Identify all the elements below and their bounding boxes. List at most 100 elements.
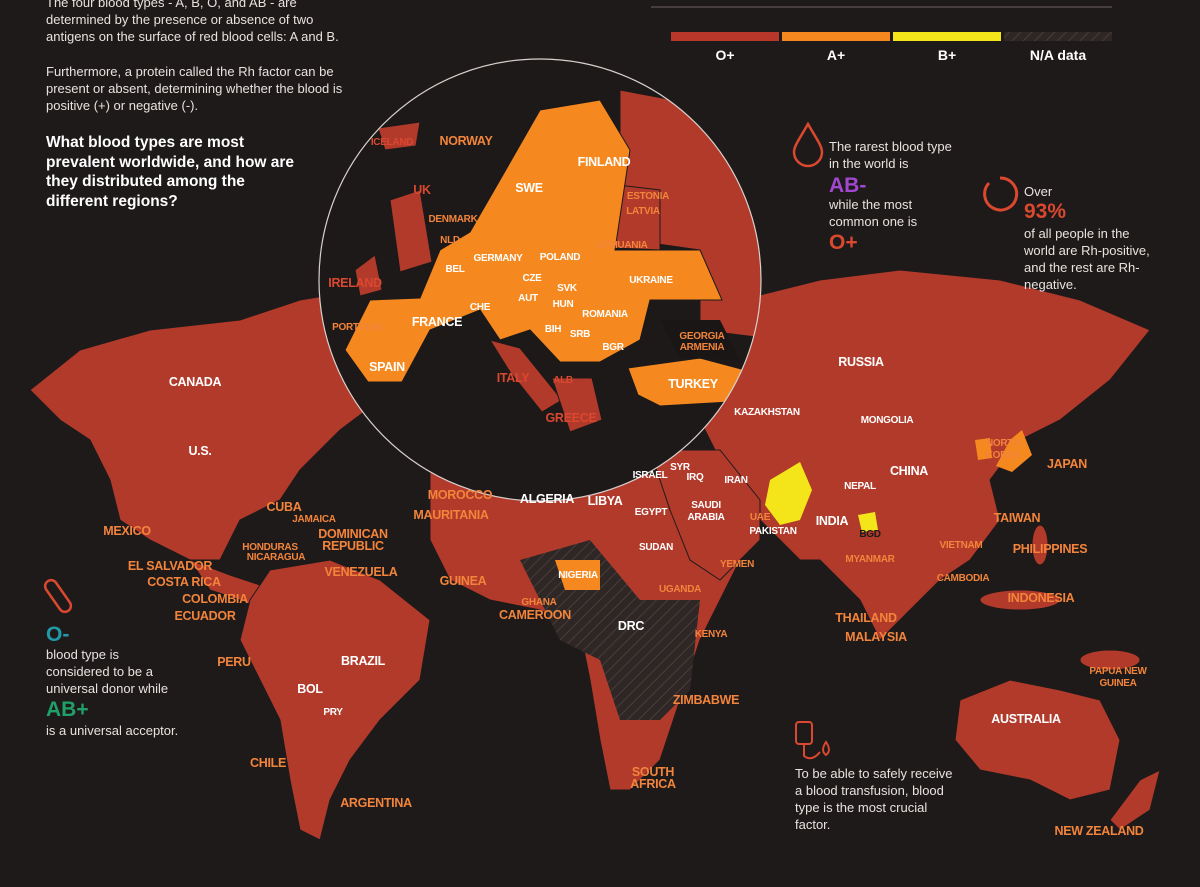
country-label: GHANA bbox=[521, 597, 557, 608]
asia bbox=[699, 269, 1151, 641]
country-label: PAKISTAN bbox=[749, 526, 797, 537]
north-america bbox=[29, 289, 421, 561]
indonesia bbox=[979, 589, 1061, 611]
country-label: CHE bbox=[469, 302, 491, 313]
callout-text: blood type is considered to be a univers… bbox=[46, 647, 169, 696]
legend-label: B+ bbox=[937, 47, 957, 63]
country-label: UK bbox=[413, 183, 431, 197]
country-label: YEMEN bbox=[719, 559, 755, 570]
caucasus bbox=[660, 320, 740, 360]
continents bbox=[29, 269, 1161, 841]
country-label: UKRAINE bbox=[629, 275, 673, 286]
country-label: GEORGIA bbox=[679, 331, 725, 342]
country-label: ALGERIA bbox=[519, 492, 575, 506]
country-label: IRAN bbox=[724, 475, 748, 486]
country-label: LITHUANIA bbox=[596, 240, 648, 251]
country-label: MEXICO bbox=[103, 524, 151, 538]
greece bbox=[551, 377, 603, 433]
country-label: ISRAEL bbox=[632, 470, 668, 481]
callout-highlight: AB- bbox=[829, 174, 867, 197]
middle-east bbox=[649, 449, 761, 581]
country-label: INDONESIA bbox=[1007, 591, 1075, 605]
country-label: NIGERIA bbox=[558, 570, 598, 581]
country-label: AUT bbox=[518, 293, 538, 304]
country-label: UAE bbox=[749, 512, 771, 523]
country-label: SRB bbox=[569, 329, 591, 340]
country-label: VIETNAM bbox=[939, 540, 983, 551]
country-label: MONGOLIA bbox=[860, 415, 914, 426]
country-label: GREECE bbox=[545, 411, 597, 425]
country-label: JAMAICA bbox=[292, 514, 336, 525]
callout-highlight: O+ bbox=[829, 231, 858, 254]
country-label: CAMEROON bbox=[499, 608, 571, 622]
country-label: LATVIA bbox=[626, 206, 660, 217]
country-label: MOROCCO bbox=[427, 488, 493, 502]
country-label: CZE bbox=[522, 273, 542, 284]
country-label: U.S. bbox=[188, 444, 212, 458]
country-label: NEPAL bbox=[844, 481, 876, 492]
callout-text: The rarest blood type in the world is bbox=[829, 139, 952, 171]
legend bbox=[671, 32, 1112, 41]
country-label: INDIA bbox=[815, 514, 849, 528]
country-label: PAPUA NEW GUINEA bbox=[1089, 666, 1147, 689]
country-label: FRANCE bbox=[411, 315, 463, 329]
country-label: IRQ bbox=[686, 472, 704, 483]
callout-text: Over bbox=[1024, 184, 1053, 199]
ring-icon bbox=[983, 176, 1019, 212]
legend-swatch bbox=[1004, 32, 1112, 41]
country-label: CUBA bbox=[266, 500, 302, 514]
ireland bbox=[354, 254, 383, 297]
country-label: BIH bbox=[544, 324, 562, 335]
country-label: NICARAGUA bbox=[246, 552, 306, 563]
legend-label: A+ bbox=[826, 47, 846, 63]
drop-icon bbox=[792, 121, 824, 168]
iceland bbox=[377, 121, 421, 151]
legend-swatch bbox=[671, 32, 779, 41]
country-label: DENMARK bbox=[428, 214, 478, 225]
country-label: SOUTH AFRICA bbox=[630, 765, 676, 791]
country-label: BGD bbox=[859, 529, 881, 540]
callout-text: is a universal acceptor. bbox=[46, 723, 179, 738]
country-label: POLAND bbox=[539, 252, 581, 263]
inset-border bbox=[318, 58, 762, 502]
callout-text: To be able to safely receive a blood tra… bbox=[795, 766, 953, 832]
country-label: UGANDA bbox=[658, 584, 702, 595]
europe bbox=[344, 99, 723, 383]
bag-icon bbox=[795, 721, 830, 760]
pakistan bbox=[765, 462, 812, 525]
country-label: IRELAND bbox=[328, 276, 382, 290]
legend-label: N/A data bbox=[1029, 47, 1087, 63]
country-label: NEW ZEALAND bbox=[1054, 824, 1144, 838]
country-label: SWE bbox=[515, 181, 543, 195]
country-label: NORTH KOREA bbox=[985, 438, 1021, 461]
country-label: SPAIN bbox=[369, 360, 405, 374]
country-label: ARGENTINA bbox=[340, 796, 412, 810]
country-label: BOL bbox=[297, 682, 323, 696]
country-label: DRC bbox=[617, 619, 645, 633]
country-label: ESTONIA bbox=[626, 191, 670, 202]
country-label: DOMINICAN REPUBLIC bbox=[318, 527, 388, 553]
country-label: RUSSIA bbox=[838, 355, 884, 369]
korea bbox=[975, 438, 992, 460]
italy bbox=[488, 339, 563, 413]
country-label: SUDAN bbox=[638, 542, 674, 553]
country-label: KAZAKHSTAN bbox=[734, 407, 800, 418]
europe-inset bbox=[319, 59, 761, 501]
country-label: SYR bbox=[670, 462, 690, 473]
legend-label: O+ bbox=[715, 47, 735, 63]
country-label: LIBYA bbox=[587, 494, 623, 508]
country-label: ECUADOR bbox=[174, 609, 236, 623]
country-label: TURKEY bbox=[668, 377, 718, 391]
country-label: TAIWAN bbox=[993, 511, 1041, 525]
country-label: ARMENIA bbox=[679, 342, 725, 353]
country-label: NLD bbox=[440, 235, 460, 246]
callout-highlight: O- bbox=[46, 623, 70, 646]
callout-text: of all people in the world are Rh-positi… bbox=[1024, 226, 1150, 292]
papua bbox=[1079, 649, 1141, 671]
country-label: SVK bbox=[557, 283, 577, 294]
country-label: ZIMBABWE bbox=[672, 693, 740, 707]
country-label: PERU bbox=[217, 655, 251, 669]
country-label: PORTUGAL bbox=[332, 322, 386, 333]
country-label: JAPAN bbox=[1047, 457, 1087, 471]
